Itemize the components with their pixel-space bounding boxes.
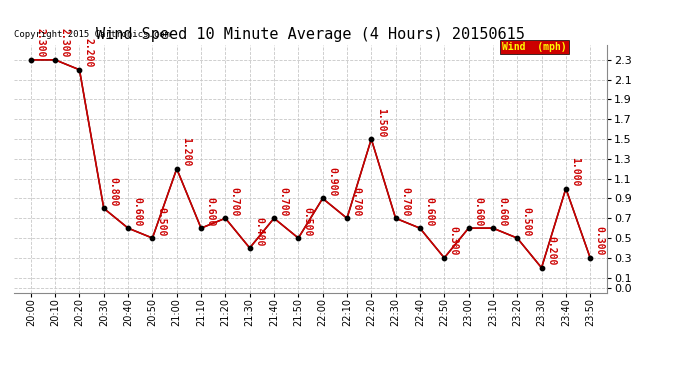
Point <box>342 215 353 221</box>
Text: 2.300: 2.300 <box>59 28 70 58</box>
Point <box>244 245 255 251</box>
Text: 2.200: 2.200 <box>84 38 94 68</box>
Text: 0.400: 0.400 <box>254 217 264 246</box>
Text: 0.500: 0.500 <box>303 207 313 236</box>
Point <box>512 235 523 241</box>
Point <box>560 186 571 192</box>
Text: 0.600: 0.600 <box>473 197 483 226</box>
Point <box>439 255 450 261</box>
Text: 0.300: 0.300 <box>595 226 604 256</box>
Text: 0.700: 0.700 <box>230 187 239 216</box>
Point <box>536 265 547 271</box>
Text: 0.500: 0.500 <box>522 207 531 236</box>
Point <box>293 235 304 241</box>
Text: 0.600: 0.600 <box>132 197 142 226</box>
Text: Wind  (mph): Wind (mph) <box>502 42 566 52</box>
Text: 1.200: 1.200 <box>181 137 191 167</box>
Text: 1.000: 1.000 <box>570 157 580 187</box>
Text: 0.700: 0.700 <box>400 187 410 216</box>
Text: Copyright 2015 Cartronics.com: Copyright 2015 Cartronics.com <box>14 30 170 39</box>
Text: 0.200: 0.200 <box>546 236 556 266</box>
Point <box>487 225 498 231</box>
Text: 2.300: 2.300 <box>35 28 46 58</box>
Text: 1.500: 1.500 <box>375 108 386 137</box>
Text: 0.700: 0.700 <box>351 187 362 216</box>
Point <box>26 57 37 63</box>
Text: 0.800: 0.800 <box>108 177 118 206</box>
Point <box>147 235 158 241</box>
Text: 0.600: 0.600 <box>424 197 434 226</box>
Bar <box>500 40 569 54</box>
Point <box>366 136 377 142</box>
Point <box>220 215 231 221</box>
Text: 0.600: 0.600 <box>206 197 215 226</box>
Point <box>390 215 401 221</box>
Point <box>584 255 595 261</box>
Point <box>195 225 206 231</box>
Point <box>268 215 279 221</box>
Point <box>415 225 426 231</box>
Point <box>171 166 182 172</box>
Point <box>317 195 328 201</box>
Point <box>463 225 474 231</box>
Text: 0.600: 0.600 <box>497 197 507 226</box>
Point <box>123 225 134 231</box>
Point <box>98 206 109 212</box>
Text: 0.300: 0.300 <box>448 226 459 256</box>
Point <box>74 67 85 73</box>
Title: Wind Speed 10 Minute Average (4 Hours) 20150615: Wind Speed 10 Minute Average (4 Hours) 2… <box>96 27 525 42</box>
Text: 0.700: 0.700 <box>278 187 288 216</box>
Text: 0.900: 0.900 <box>327 167 337 196</box>
Text: 0.500: 0.500 <box>157 207 167 236</box>
Point <box>50 57 61 63</box>
